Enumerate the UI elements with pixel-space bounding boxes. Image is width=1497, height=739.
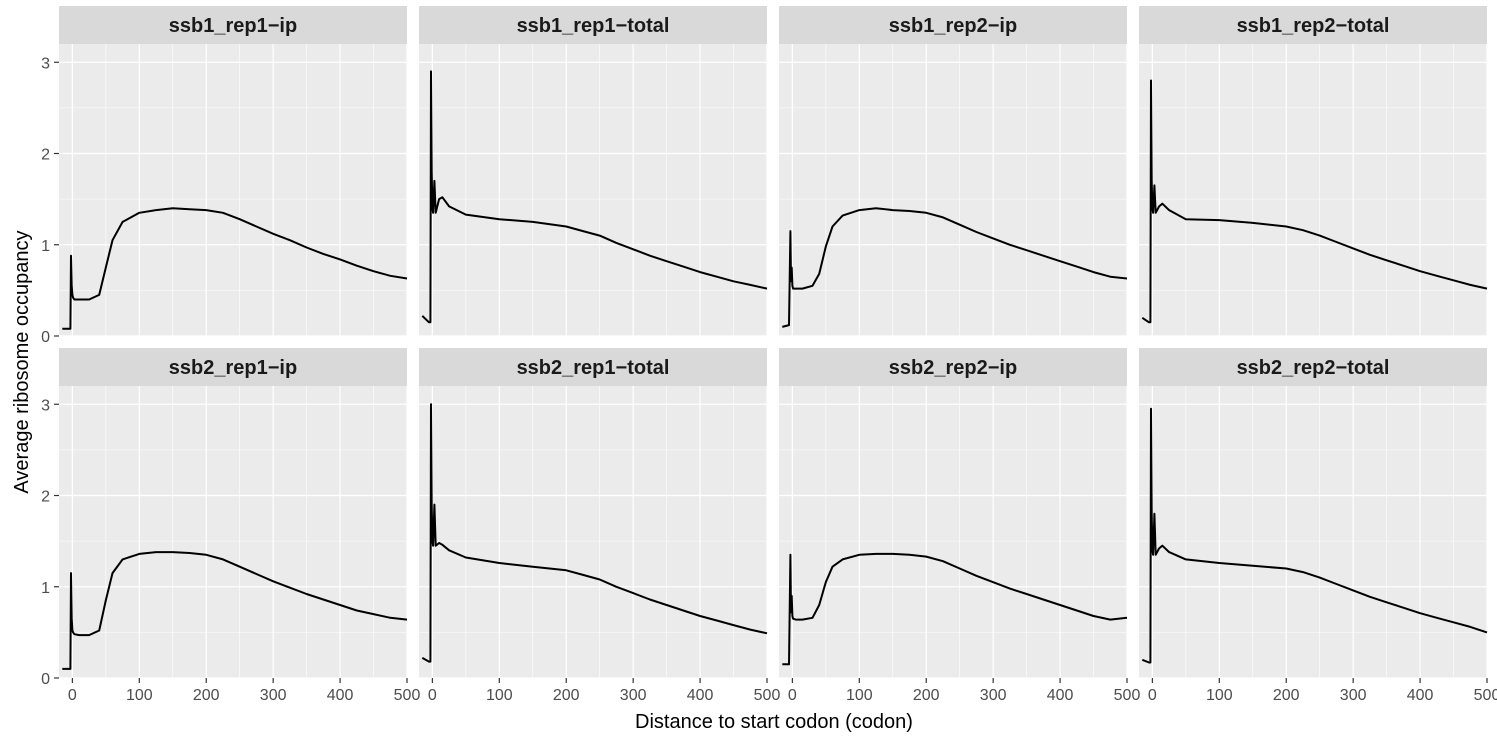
facet-strip-label: ssb2_rep1−ip: [169, 357, 297, 379]
panel-background: [1139, 44, 1487, 336]
x-tick-label: 300: [620, 687, 647, 704]
facet-panel: ssb1_rep1−ip: [59, 6, 408, 337]
facet-panel: ssb1_rep2−total: [1139, 6, 1488, 337]
x-tick-label: 300: [260, 687, 287, 704]
x-axis-title: Distance to start codon (codon): [635, 711, 913, 733]
series-line: [782, 207, 1128, 328]
x-tick-label: 500: [394, 687, 421, 704]
facet-strip: [1139, 6, 1487, 44]
x-tick-label: 100: [846, 687, 873, 704]
facet-strip-label: ssb1_rep1−ip: [169, 15, 297, 37]
panel-background: [59, 44, 407, 336]
facet-strip: [419, 6, 767, 44]
y-tick-label: 0: [41, 671, 50, 688]
facet-strip: [419, 348, 767, 386]
panel-background: [59, 386, 407, 678]
y-tick-label: 1: [41, 580, 50, 597]
y-tick-label: 3: [41, 397, 50, 414]
x-tick-label: 200: [553, 687, 580, 704]
y-axis-title: Average ribosome occupancy: [11, 230, 33, 493]
y-tick-label: 2: [41, 147, 50, 164]
panel-background: [779, 386, 1127, 678]
facet-strip-label: ssb1_rep2−ip: [889, 15, 1017, 37]
facet-strip: [779, 348, 1127, 386]
y-tick-label: 1: [41, 238, 50, 255]
x-tick-label: 300: [980, 687, 1007, 704]
facet-strip: [779, 6, 1127, 44]
panels-layer: ssb1_rep1−ip ssb1_rep1−total ssb1_rep2−ip s…: [59, 6, 1488, 679]
x-tick-label: 500: [1474, 687, 1497, 704]
series-line: [62, 207, 408, 330]
x-tick-label: 100: [486, 687, 513, 704]
panel-background: [419, 386, 767, 678]
x-tick-label: 0: [428, 687, 437, 704]
facet-panel: ssb2_rep1−total: [419, 348, 768, 679]
x-tick-label: 400: [1047, 687, 1074, 704]
facet-panel: ssb2_rep2−ip: [779, 348, 1128, 679]
x-tick-label: 400: [687, 687, 714, 704]
facet-strip: [59, 348, 407, 386]
series-line: [1141, 407, 1488, 664]
y-tick-label: 3: [41, 55, 50, 72]
facet-panel: ssb1_rep1−total: [419, 6, 768, 337]
panel-background: [779, 44, 1127, 336]
panel-background: [1139, 386, 1487, 678]
x-tick-label: 100: [1206, 687, 1233, 704]
facet-panel: ssb1_rep2−ip: [779, 6, 1128, 337]
facet-strip-label: ssb2_rep2−ip: [889, 357, 1017, 379]
facet-panel: ssb2_rep1−ip: [59, 348, 408, 679]
facet-strip: [59, 6, 407, 44]
axes-layer: 0 1 2 3 0 100 200 300 400 500 0 1 2 3 0 100 200 300 400 500…: [41, 55, 1497, 704]
facet-strip-label: ssb1_rep1−total: [517, 15, 670, 37]
x-tick-label: 0: [68, 687, 77, 704]
facet-panel: ssb2_rep2−total: [1139, 348, 1488, 679]
facet-strip-label: ssb2_rep1−total: [517, 357, 670, 379]
x-tick-label: 0: [1148, 687, 1157, 704]
series-line: [1141, 79, 1488, 324]
series-line: [782, 552, 1128, 666]
x-tick-label: 200: [1273, 687, 1300, 704]
x-tick-label: 200: [913, 687, 940, 704]
x-tick-label: 0: [788, 687, 797, 704]
series-line: [421, 70, 768, 324]
x-tick-label: 300: [1340, 687, 1367, 704]
x-tick-label: 500: [754, 687, 781, 704]
series-line: [421, 403, 768, 663]
series-line: [62, 551, 408, 670]
y-tick-label: 0: [41, 329, 50, 346]
x-tick-label: 100: [126, 687, 153, 704]
facet-strip-label: ssb2_rep2−total: [1237, 357, 1390, 379]
panel-background: [419, 44, 767, 336]
facet-strip-label: ssb1_rep2−total: [1237, 15, 1390, 37]
x-tick-label: 500: [1114, 687, 1141, 704]
x-tick-label: 400: [327, 687, 354, 704]
x-tick-label: 400: [1407, 687, 1434, 704]
y-tick-label: 2: [41, 489, 50, 506]
x-tick-label: 200: [193, 687, 220, 704]
facet-strip: [1139, 348, 1487, 386]
